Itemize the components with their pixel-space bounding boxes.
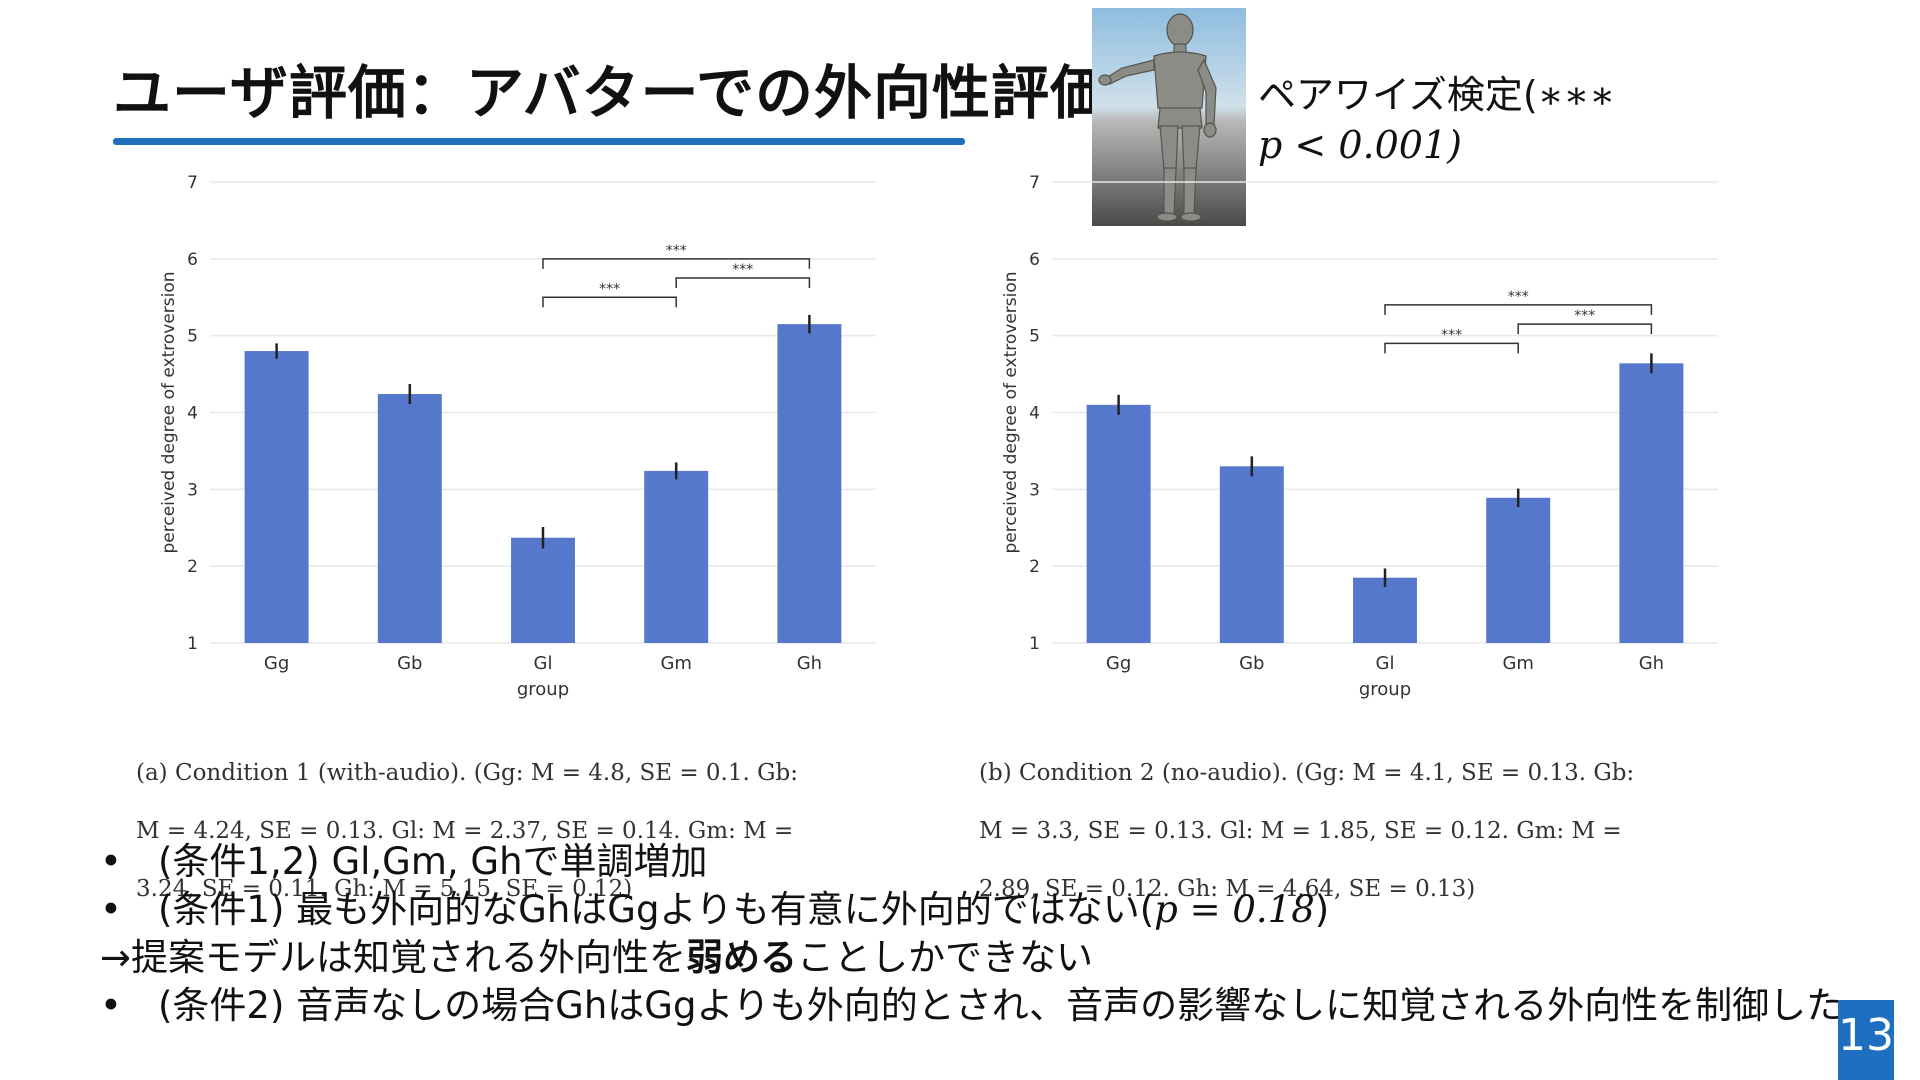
bar <box>1086 404 1151 643</box>
significance-bracket <box>542 258 811 269</box>
conclusion-emphasis: 弱める <box>686 936 798 979</box>
y-tick-label: 3 <box>1029 480 1040 500</box>
conclusion-pre: →提案モデルは知覚される外向性を <box>100 936 687 979</box>
bullet-dot: • <box>100 888 122 931</box>
caption-line: (a) Condition 1 (with-audio). (Gg: M = 4… <box>136 760 798 786</box>
y-tick-label: 6 <box>1029 250 1040 270</box>
caption-line: (b) Condition 2 (no-audio). (Gg: M = 4.1… <box>979 760 1635 786</box>
humanoid-avatar-icon <box>1092 8 1246 226</box>
p-value: p = 0.18 <box>1154 888 1315 931</box>
x-axis-label: group <box>1359 679 1411 700</box>
bullet-dot: • <box>100 984 122 1027</box>
significance-bracket <box>1384 304 1653 315</box>
findings-list: • (条件1,2) Gl,Gm, Ghで単調増加 • (条件1) 最も外向的なGhは… <box>100 838 1910 1030</box>
bullet-dot: • <box>100 840 122 883</box>
bullet-text: (条件1,2) Gl,Gm, Ghで単調増加 <box>158 840 708 883</box>
x-tick-label: Gm <box>1502 653 1533 674</box>
y-tick-label: 2 <box>187 557 198 577</box>
title-underline <box>113 138 965 145</box>
significance-bracket <box>1384 342 1519 354</box>
significance-bracket <box>675 277 811 289</box>
bar <box>1219 466 1284 643</box>
significance-label: *** <box>666 243 687 259</box>
conclusion-post: ことしかできない <box>797 936 1094 979</box>
significance-label: *** <box>1508 289 1529 305</box>
bar <box>377 394 442 643</box>
bar <box>244 351 309 643</box>
significance-label: *** <box>599 281 620 297</box>
x-axis-label: group <box>517 679 569 700</box>
note-threshold: p < 0.001) <box>1258 123 1462 167</box>
bullet-text: (条件1) 最も外向的なGhはGgよりも有意に外向的ではない( <box>158 888 1155 931</box>
x-tick-label: Gb <box>397 653 422 674</box>
significance-label: *** <box>1441 327 1462 343</box>
caption-line: 2.89, SE = 0.12. Gh: M = 4.64, SE = 0.13… <box>979 876 1476 902</box>
x-tick-label: Gh <box>797 653 822 674</box>
significance-bracket <box>542 296 677 308</box>
y-tick-label: 7 <box>1029 173 1040 193</box>
significance-label: *** <box>1574 308 1595 324</box>
conclusion-line: →提案モデルは知覚される外向性を弱めることしかできない <box>100 934 1910 982</box>
bar <box>1619 363 1684 643</box>
bar <box>1486 497 1551 643</box>
y-tick-label: 2 <box>1029 557 1040 577</box>
caption-condition-1: (a) Condition 1 (with-audio). (Gg: M = 4… <box>136 730 896 933</box>
y-axis-label: perceived degree of extroversion <box>1001 271 1021 553</box>
y-tick-label: 4 <box>1029 404 1040 424</box>
significance-label: *** <box>732 262 753 278</box>
bullet-text-end: ) <box>1314 888 1330 931</box>
significance-note: ペアワイズ検定(∗∗∗ p < 0.001) <box>1258 70 1615 170</box>
x-tick-label: Gg <box>1106 653 1131 674</box>
note-stars: ∗∗∗ <box>1537 73 1616 117</box>
slide-title: ユーザ評価：アバターでの外向性評価 <box>113 59 1110 127</box>
bar <box>644 470 709 643</box>
y-tick-label: 4 <box>187 404 198 424</box>
note-label: ペアワイズ検定( <box>1258 73 1538 117</box>
caption-condition-2: (b) Condition 2 (no-audio). (Gg: M = 4.1… <box>979 730 1739 933</box>
y-tick-label: 3 <box>187 480 198 500</box>
caption-line: 3.24, SE = 0.11. Gh: M = 5.15, SE = 0.12… <box>136 876 633 902</box>
bar <box>1353 577 1417 643</box>
page-number: 13 <box>1838 1000 1894 1080</box>
x-tick-label: Gh <box>1639 653 1664 674</box>
x-tick-label: Gm <box>660 653 691 674</box>
bar <box>511 537 575 643</box>
x-tick-label: Gg <box>264 653 289 674</box>
list-item: • (条件1) 最も外向的なGhはGgよりも有意に外向的ではない(p = 0.18… <box>100 886 1910 934</box>
y-tick-label: 7 <box>187 173 198 193</box>
x-tick-label: Gb <box>1239 653 1264 674</box>
y-axis-label: perceived degree of extroversion <box>159 271 179 553</box>
bar-chart-condition-2: 1 2 3 4 5 6 7 perceived degree of extroversion G… <box>1001 173 1718 700</box>
significance-bracket <box>1517 323 1653 335</box>
bar-chart-condition-1: 1 2 3 4 5 6 7 perceived degree of extroversion G… <box>159 173 876 700</box>
y-tick-label: 5 <box>1029 327 1040 347</box>
x-tick-label: Gl <box>1376 653 1395 674</box>
y-tick-label: 1 <box>1029 634 1040 654</box>
y-tick-label: 5 <box>187 327 198 347</box>
list-item: • (条件2) 音声なしの場合GhはGgよりも外向的とされ、音声の影響なしに知覚さ… <box>100 982 1910 1030</box>
y-tick-label: 1 <box>187 634 198 654</box>
bullet-text: (条件2) 音声なしの場合GhはGgよりも外向的とされ、音声の影響なしに知覚され… <box>158 984 1844 1027</box>
x-tick-label: Gl <box>534 653 553 674</box>
y-tick-label: 6 <box>187 250 198 270</box>
list-item: • (条件1,2) Gl,Gm, Ghで単調増加 <box>100 838 1910 886</box>
caption-line: M = 4.24, SE = 0.13. Gl: M = 2.37, SE = … <box>136 818 794 844</box>
caption-line: M = 3.3, SE = 0.13. Gl: M = 1.85, SE = 0… <box>979 818 1622 844</box>
bar <box>777 324 842 643</box>
